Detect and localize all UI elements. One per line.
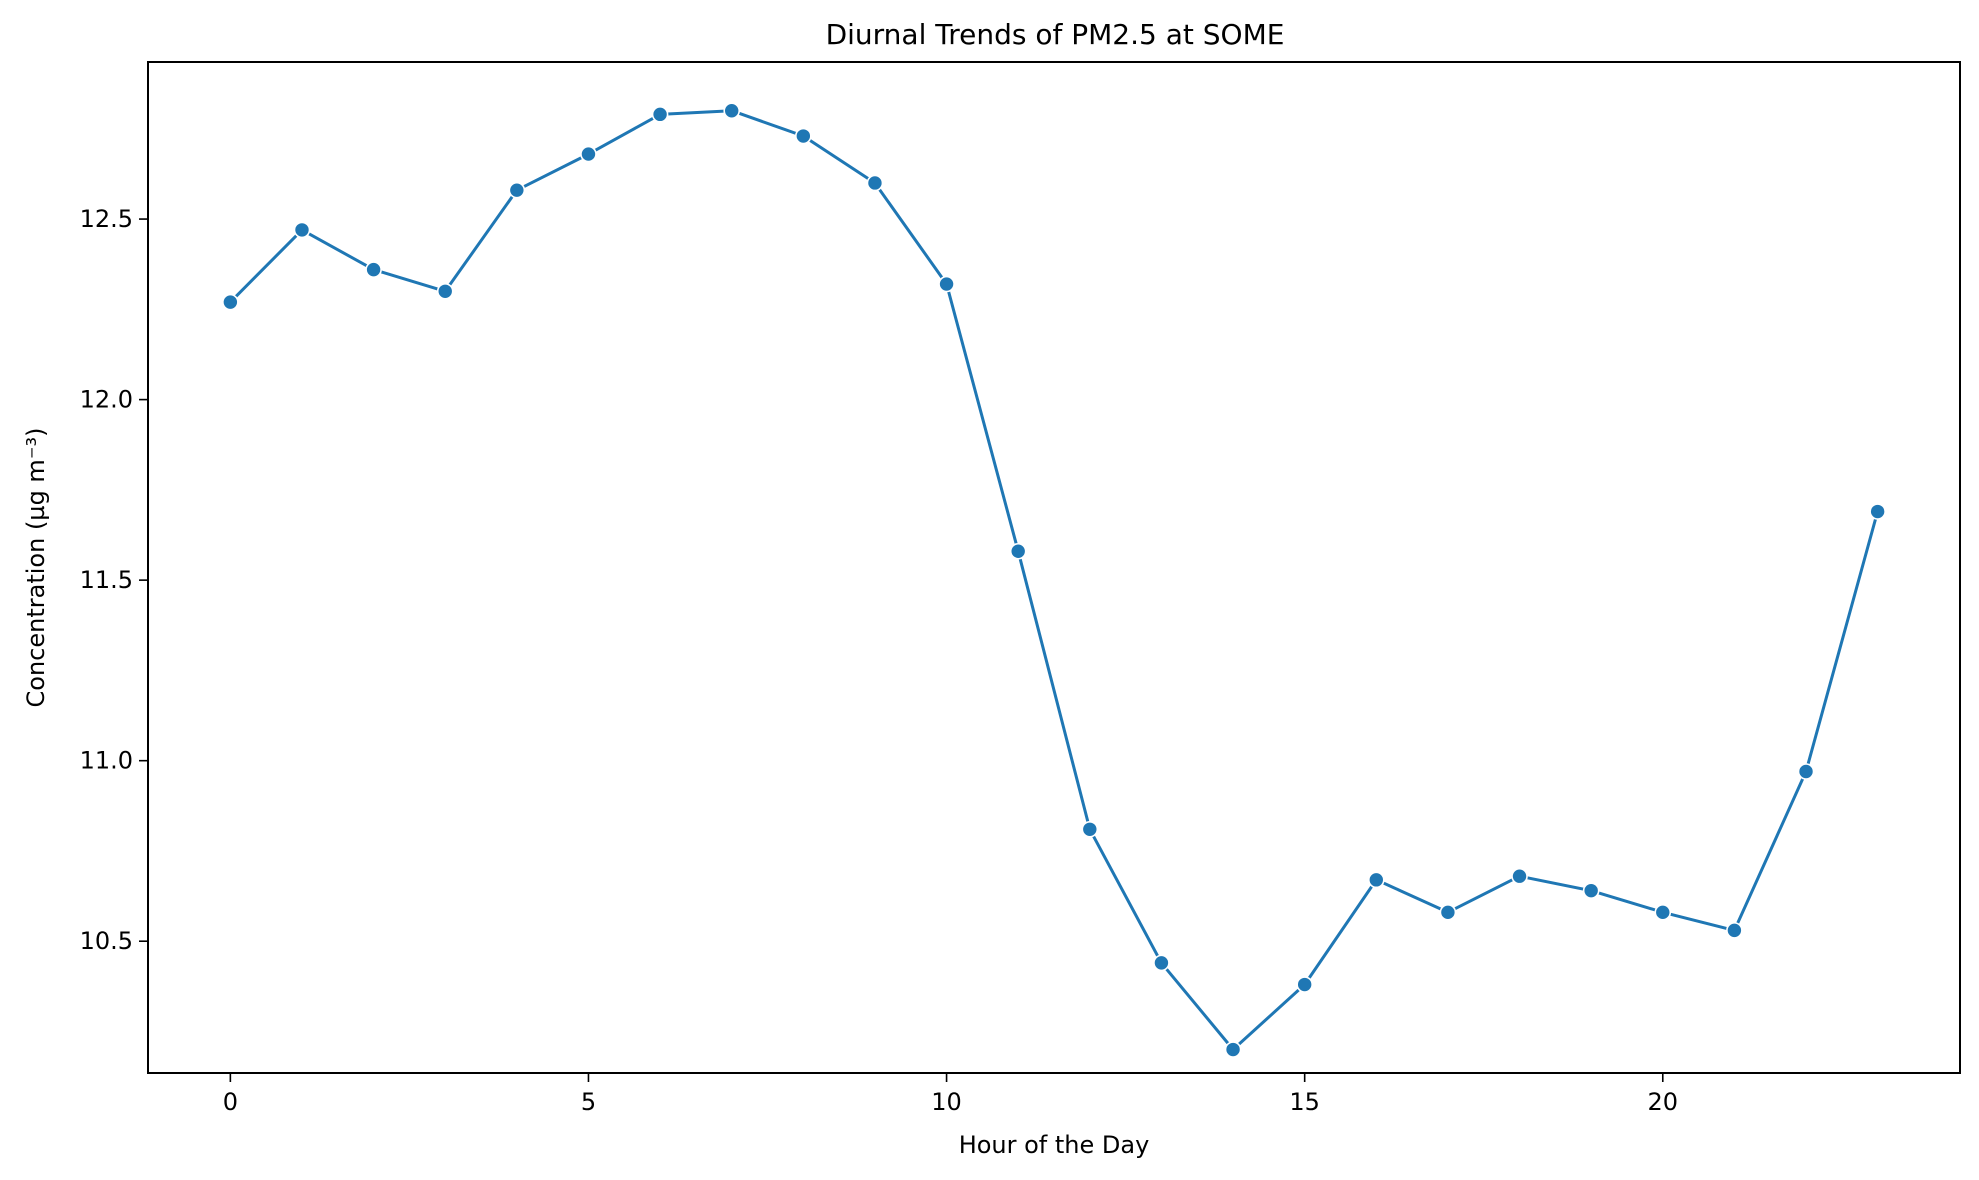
data-point bbox=[1296, 976, 1313, 993]
data-point bbox=[1367, 871, 1385, 889]
x-tick-label: 15 bbox=[1289, 1088, 1320, 1116]
data-point bbox=[1726, 922, 1743, 939]
data-point bbox=[795, 127, 812, 145]
data-point bbox=[1153, 954, 1170, 972]
data-point bbox=[651, 106, 669, 123]
x-tick-label: 20 bbox=[1648, 1088, 1679, 1116]
data-point bbox=[1511, 867, 1528, 885]
data-point bbox=[1869, 503, 1886, 520]
y-tick-label: 11.0 bbox=[80, 747, 133, 775]
plot-frame bbox=[147, 61, 1961, 1074]
data-point bbox=[1009, 542, 1027, 560]
series-line bbox=[229, 109, 1880, 1051]
x-tick-label: 0 bbox=[223, 1088, 238, 1116]
data-point bbox=[1439, 904, 1457, 921]
y-tick-label: 11.5 bbox=[80, 566, 133, 594]
y-tick-label: 12.5 bbox=[80, 205, 133, 233]
series-layer bbox=[222, 102, 1886, 1058]
chart-title: Diurnal Trends of PM2.5 at SOME bbox=[826, 18, 1285, 51]
y-axis-label: Concentration (µg m⁻³) bbox=[22, 428, 50, 708]
data-point bbox=[1224, 1041, 1242, 1058]
x-axis-label: Hour of the Day bbox=[959, 1131, 1150, 1159]
y-tick-label: 10.5 bbox=[80, 927, 133, 955]
data-point bbox=[1654, 904, 1672, 921]
data-point bbox=[866, 174, 884, 192]
data-point bbox=[938, 275, 955, 293]
data-point bbox=[436, 282, 454, 300]
x-tick-label: 5 bbox=[581, 1088, 596, 1116]
data-point bbox=[1797, 763, 1815, 780]
data-point bbox=[508, 181, 526, 199]
data-point bbox=[222, 293, 239, 311]
data-point bbox=[580, 145, 597, 163]
data-point bbox=[365, 261, 382, 278]
axes: 0 5 10 15 20 10.5 11.0 11.5 12.0 12.5 bbox=[80, 205, 1678, 1116]
y-tick-label: 12.0 bbox=[80, 386, 133, 414]
data-point bbox=[1081, 820, 1099, 838]
data-point bbox=[723, 102, 741, 120]
data-point bbox=[1582, 882, 1600, 899]
x-tick-label: 10 bbox=[931, 1088, 962, 1116]
data-point bbox=[293, 221, 311, 239]
